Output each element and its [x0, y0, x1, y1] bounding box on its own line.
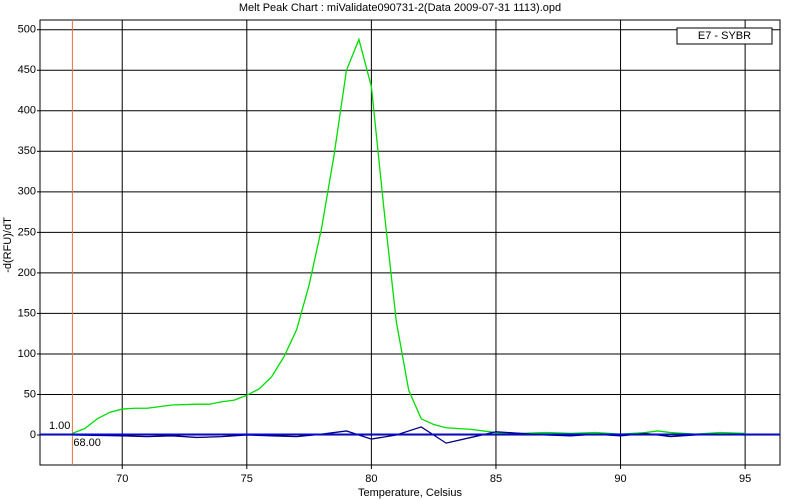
legend-label: E7 - SYBR	[698, 30, 751, 42]
y-tick-label: 400	[18, 105, 36, 117]
x-tick-label: 95	[739, 473, 751, 485]
legend-box	[676, 27, 773, 45]
x-tick-label: 75	[241, 473, 253, 485]
x-tick-label: 70	[116, 473, 128, 485]
plot-frame	[39, 19, 781, 466]
x-tick-label: 85	[490, 473, 502, 485]
y-tick-label: 300	[18, 186, 36, 198]
y-tick-label: 150	[18, 307, 36, 319]
y-tick-label: 0	[30, 429, 36, 441]
x-tick-label: 90	[614, 473, 626, 485]
series-line	[72, 37, 746, 435]
chart-title: Melt Peak Chart : miValidate090731-2(Dat…	[239, 2, 561, 14]
y-tick-label: 350	[18, 145, 36, 157]
x-axis-label: Temperature, Celsius	[358, 487, 462, 499]
y-axis-label: -d(RFU)/dT	[2, 217, 14, 273]
y-tick-label: 50	[24, 388, 36, 400]
y-tick-label: 500	[18, 24, 36, 36]
y-tick-label: 250	[18, 226, 36, 238]
y-tick-label: 200	[18, 267, 36, 279]
y-tick-label: 100	[18, 348, 36, 360]
y-tick-label: 450	[18, 64, 36, 76]
threshold-label: 1.00	[49, 420, 70, 432]
marker-label: 68.00	[73, 437, 101, 449]
x-tick-label: 80	[365, 473, 377, 485]
